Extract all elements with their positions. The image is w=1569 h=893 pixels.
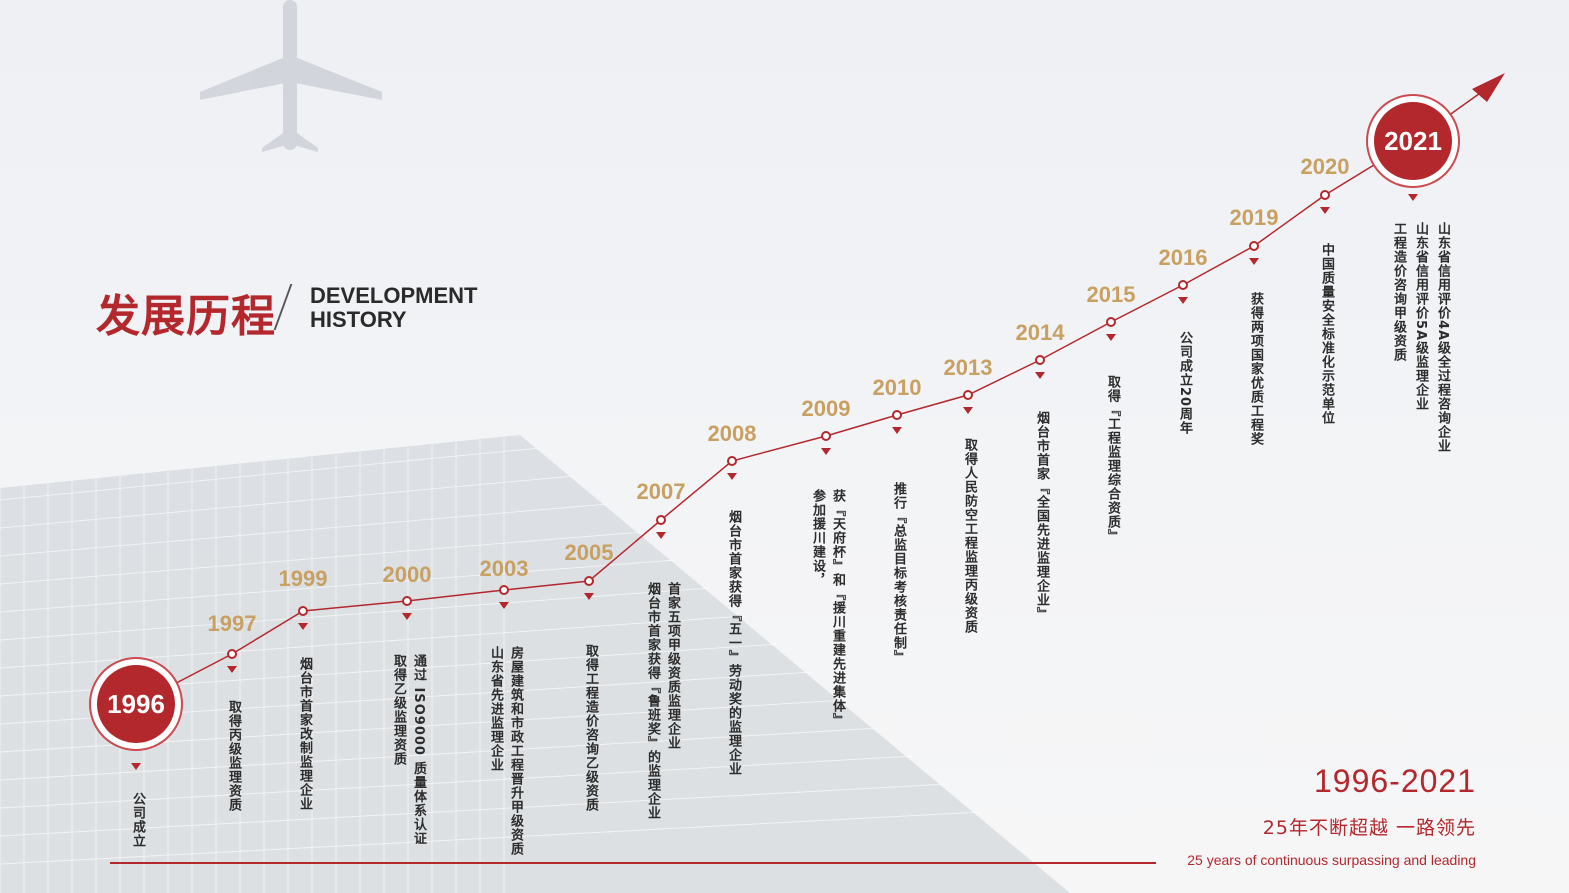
slogan-english: 25 years of continuous surpassing and le… <box>1187 852 1476 868</box>
milestone-year: 2020 <box>1300 154 1350 179</box>
milestone-year: 2000 <box>382 562 432 587</box>
milestone-description: 取得丙级监理资质 <box>226 700 241 812</box>
milestone-description: 山东省信用评价5A级监理企业 <box>1413 222 1428 412</box>
milestone-description: 推行『总监目标考核责任制』 <box>891 482 906 664</box>
milestone-description: 取得乙级监理资质 <box>391 654 406 766</box>
milestone-description: 工程造价咨询甲级资质 <box>1391 222 1406 362</box>
milestone-marker-icon <box>656 532 666 539</box>
milestone-dot <box>402 596 412 606</box>
milestone-dot <box>584 576 594 586</box>
milestone-year: 2007 <box>636 479 686 504</box>
milestone-year: 2003 <box>479 556 529 581</box>
milestone-description: 烟台市首家获得『鲁班奖』的监理企业 <box>645 582 660 820</box>
milestone-dot <box>227 649 237 659</box>
milestone-description: 首家五项甲级资质监理企业 <box>665 582 680 750</box>
milestone-description: 中国质量安全标准化示范单位 <box>1319 243 1334 425</box>
milestone-year: 2005 <box>564 540 614 565</box>
milestone-marker-icon <box>821 448 831 455</box>
slogan-years: 1996-2021 <box>1313 763 1476 799</box>
milestone-year: 2015 <box>1086 282 1136 307</box>
milestone-year: 2010 <box>872 375 922 400</box>
milestone-marker-icon <box>499 602 509 609</box>
title-english-line2: HISTORY <box>310 307 407 332</box>
milestone-description: 公司成立 <box>130 792 145 848</box>
milestone-description: 烟台市首家『全国先进监理企业』 <box>1034 411 1049 621</box>
milestone-year: 2016 <box>1158 245 1208 270</box>
milestone-description: 获得两项国家优质工程奖 <box>1248 292 1263 446</box>
milestone-description: 山东省信用评价4A级全过程咨询企业 <box>1435 222 1450 454</box>
milestone-year: 1999 <box>278 566 328 591</box>
milestone-marker-icon <box>1408 194 1418 201</box>
timeline-line <box>135 85 1491 705</box>
milestone-dot <box>499 585 509 595</box>
title-english-line1: DEVELOPMENT <box>310 283 478 308</box>
milestone-description: 烟台市首家获得『五一』劳动奖的监理企业 <box>726 510 741 776</box>
milestone-description: 取得工程造价咨询乙级资质 <box>583 644 598 812</box>
milestone-description: 通过 ISO9000 质量体系认证 <box>411 654 426 846</box>
milestone-dot <box>963 390 973 400</box>
milestone-dot <box>1178 280 1188 290</box>
milestone-marker-icon <box>1320 207 1330 214</box>
milestone-marker-icon <box>227 666 237 673</box>
milestone-year: 2008 <box>707 421 757 446</box>
milestone-marker-icon <box>402 613 412 620</box>
slogan-chinese: 25年不断超越 一路领先 <box>1262 817 1476 839</box>
milestone-marker-icon <box>1249 258 1259 265</box>
milestone-marker-icon <box>1178 297 1188 304</box>
milestone-dot <box>1249 241 1259 251</box>
milestone-dot <box>656 515 666 525</box>
milestone-dot <box>727 456 737 466</box>
milestone-year-badge: 1996 <box>97 665 175 743</box>
milestone-marker-icon <box>727 473 737 480</box>
title-chinese: 发展历程 <box>96 291 276 342</box>
milestone-description: 获『天府杯』和『援川重建先进集体』 <box>830 489 845 727</box>
milestone-description: 取得人民防空工程监理丙级资质 <box>962 438 977 634</box>
milestone-year: 1997 <box>207 611 257 636</box>
arrow-head-icon <box>1472 73 1505 102</box>
milestone-dot <box>892 410 902 420</box>
airplane-icon <box>200 0 382 152</box>
milestone-dot <box>1035 355 1045 365</box>
bottom-rule <box>110 862 1156 864</box>
milestone-dot <box>298 606 308 616</box>
milestone-marker-icon <box>963 407 973 414</box>
milestone-dot <box>1106 317 1116 327</box>
milestone-description: 取得『工程监理综合资质』 <box>1105 375 1120 543</box>
milestone-year-badge: 2021 <box>1374 102 1452 180</box>
milestone-year: 2013 <box>943 355 993 380</box>
milestone-year: 2014 <box>1015 320 1065 345</box>
milestone-marker-icon <box>131 763 141 770</box>
milestone-description: 参加援川建设， <box>810 489 825 587</box>
milestone-dot <box>1320 190 1330 200</box>
milestone-description: 烟台市首家改制监理企业 <box>297 657 312 811</box>
milestone-marker-icon <box>584 593 594 600</box>
milestone-marker-icon <box>1106 334 1116 341</box>
milestone-description: 山东省先进监理企业 <box>488 646 503 772</box>
milestone-marker-icon <box>892 427 902 434</box>
title-english: DEVELOPMENT HISTORY <box>310 284 477 332</box>
milestone-year: 2019 <box>1229 205 1279 230</box>
skyscraper-illustration <box>0 435 1070 893</box>
milestone-marker-icon <box>1035 372 1045 379</box>
milestone-dot <box>821 431 831 441</box>
milestone-marker-icon <box>298 623 308 630</box>
milestone-description: 房屋建筑和市政工程晋升甲级资质 <box>508 646 523 856</box>
milestone-year: 2009 <box>801 396 851 421</box>
milestone-description: 公司成立20周年 <box>1177 331 1192 436</box>
